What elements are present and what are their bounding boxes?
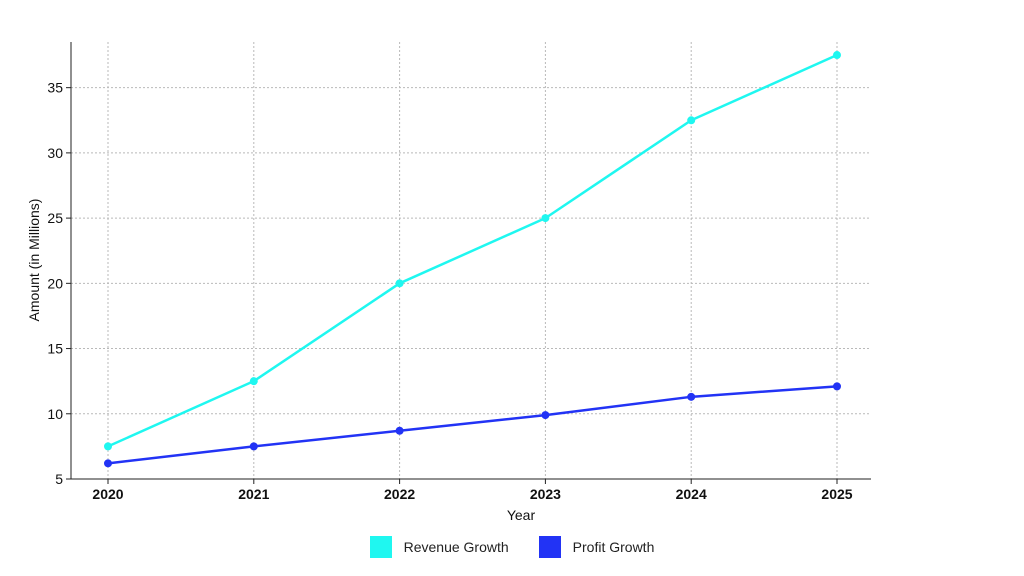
data-point bbox=[541, 214, 550, 223]
x-tick-label: 2024 bbox=[676, 486, 707, 502]
x-tick-label: 2025 bbox=[821, 486, 852, 502]
y-tick-labels: 5 10 15 20 25 30 35 bbox=[47, 80, 71, 487]
data-point bbox=[249, 442, 258, 451]
legend-item-revenue: Revenue Growth bbox=[369, 536, 509, 558]
data-point bbox=[833, 51, 841, 60]
y-tick-label: 20 bbox=[47, 275, 63, 291]
y-tick-label: 25 bbox=[47, 210, 63, 226]
series-0 bbox=[104, 51, 841, 451]
legend-label-profit: Profit Growth bbox=[572, 539, 655, 555]
legend-swatch-revenue bbox=[369, 536, 392, 558]
series-line bbox=[107, 53, 838, 448]
data-point bbox=[687, 116, 696, 125]
data-point bbox=[395, 279, 404, 288]
data-point bbox=[104, 459, 112, 468]
y-axis-title: Amount (in Millions) bbox=[26, 199, 42, 322]
data-point bbox=[833, 382, 841, 391]
x-tick-label: 2023 bbox=[530, 486, 561, 502]
legend-item-profit: Profit Growth bbox=[538, 536, 655, 558]
y-tick-label: 10 bbox=[47, 406, 63, 422]
y-tick-label: 5 bbox=[55, 471, 63, 487]
y-tick-label: 35 bbox=[47, 80, 63, 96]
data-point bbox=[687, 392, 696, 401]
series-1 bbox=[104, 382, 841, 468]
grid bbox=[71, 42, 871, 480]
data-point bbox=[249, 377, 258, 386]
x-tick-labels: 2020 2021 2022 2023 2024 2025 bbox=[92, 479, 853, 502]
y-tick-label: 30 bbox=[47, 145, 63, 161]
legend: Revenue Growth Profit Growth bbox=[0, 536, 1024, 558]
data-point bbox=[104, 442, 112, 451]
legend-label-revenue: Revenue Growth bbox=[403, 539, 509, 555]
x-tick-label: 2022 bbox=[384, 486, 415, 502]
x-tick-label: 2021 bbox=[238, 486, 269, 502]
y-tick-label: 15 bbox=[47, 341, 63, 357]
data-point bbox=[541, 411, 550, 420]
series-layer bbox=[104, 51, 841, 468]
x-tick-label: 2020 bbox=[92, 486, 123, 502]
data-point bbox=[395, 426, 404, 435]
series-line bbox=[107, 385, 838, 465]
axes bbox=[70, 42, 871, 480]
x-axis-title: Year bbox=[507, 507, 536, 523]
legend-swatch-profit bbox=[538, 536, 561, 558]
